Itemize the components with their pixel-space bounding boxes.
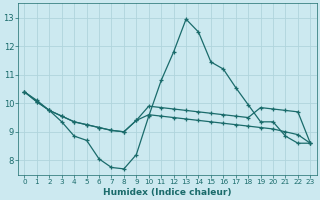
X-axis label: Humidex (Indice chaleur): Humidex (Indice chaleur) (103, 188, 232, 197)
